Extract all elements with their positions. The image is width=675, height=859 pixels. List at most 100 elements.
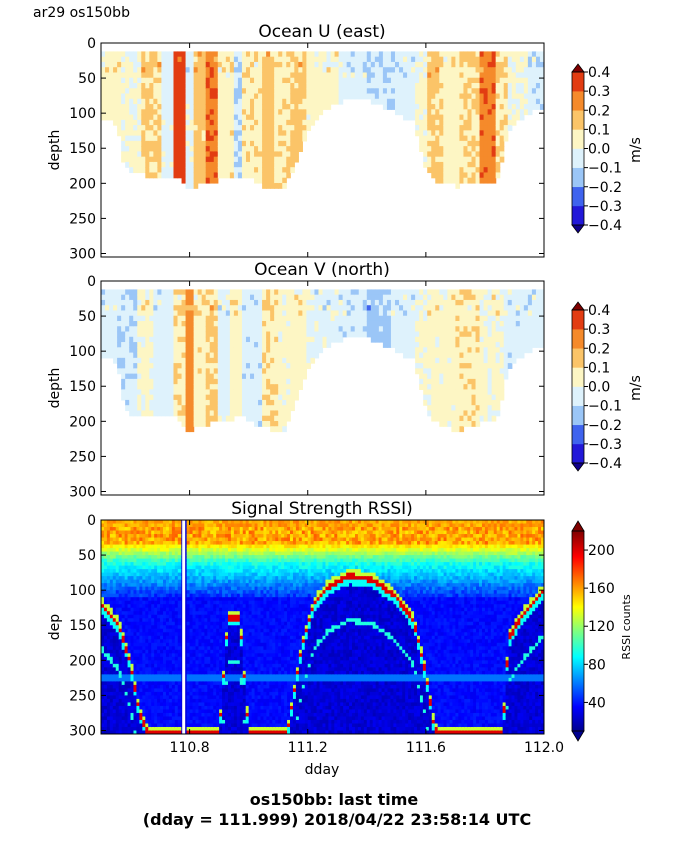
data-cell — [270, 421, 275, 427]
data-cell — [266, 332, 271, 338]
data-cell — [161, 321, 166, 327]
data-cell — [210, 368, 215, 374]
data-cell — [467, 115, 472, 121]
data-cell — [145, 410, 150, 416]
data-cell — [262, 342, 267, 348]
data-cell — [314, 295, 319, 301]
data-cell — [178, 88, 183, 94]
data-cell — [137, 167, 142, 173]
data-cell — [186, 347, 191, 353]
data-cell — [419, 379, 424, 385]
data-cell — [298, 130, 303, 136]
data-cell — [298, 78, 303, 84]
data-cell — [145, 379, 150, 385]
data-cell — [258, 51, 263, 57]
data-cell — [532, 332, 537, 338]
data-cell — [262, 321, 267, 327]
data-cell — [327, 326, 332, 332]
data-cell — [451, 151, 456, 157]
data-cell — [246, 353, 251, 359]
data-cell — [467, 130, 472, 136]
data-cell — [178, 416, 183, 422]
data-cell — [178, 300, 183, 306]
data-cell — [447, 395, 452, 401]
data-cell — [339, 289, 344, 295]
data-cell — [484, 162, 489, 168]
data-cell — [210, 167, 215, 173]
data-cell — [463, 342, 468, 348]
data-cell — [254, 400, 259, 406]
data-cell — [423, 384, 428, 390]
data-cell — [198, 295, 203, 301]
data-cell — [222, 162, 227, 168]
data-cell — [125, 151, 130, 157]
data-cell — [455, 167, 460, 173]
data-cell — [105, 115, 110, 121]
data-cell — [258, 410, 263, 416]
data-cell — [443, 384, 448, 390]
data-cell — [516, 51, 521, 57]
data-cell — [234, 316, 239, 322]
data-cell — [141, 125, 146, 131]
data-cell — [226, 316, 231, 322]
data-cell — [411, 51, 416, 57]
data-cell — [467, 300, 472, 306]
data-cell — [137, 125, 142, 131]
data-cell — [294, 384, 299, 390]
data-cell — [463, 421, 468, 427]
data-cell — [528, 88, 533, 94]
data-cell — [145, 67, 150, 73]
data-cell — [455, 120, 460, 126]
data-cell — [262, 421, 267, 427]
data-cell — [508, 88, 513, 94]
data-cell — [451, 104, 456, 110]
data-cell — [238, 136, 243, 142]
data-cell — [274, 316, 279, 322]
data-cell — [238, 99, 243, 105]
data-cell — [443, 151, 448, 157]
data-cell — [439, 162, 444, 168]
data-cell — [524, 310, 529, 316]
data-cell — [395, 57, 400, 63]
data-cell — [206, 416, 211, 422]
data-cell — [149, 337, 154, 343]
data-cell — [476, 421, 481, 427]
data-cell — [492, 389, 497, 395]
data-cell — [282, 136, 287, 142]
data-cell — [266, 358, 271, 364]
data-cell — [234, 405, 239, 411]
data-cell — [500, 104, 505, 110]
data-cell — [254, 78, 259, 84]
data-cell — [302, 72, 307, 78]
data-cell — [399, 57, 404, 63]
data-cell — [169, 410, 174, 416]
data-cell — [455, 88, 460, 94]
colorbar-tick-label: 0.1 — [588, 360, 610, 376]
data-cell — [472, 120, 477, 126]
data-cell — [451, 379, 456, 385]
data-cell — [165, 305, 170, 311]
data-cell — [210, 172, 215, 178]
data-cell — [173, 109, 178, 115]
data-cell — [496, 368, 501, 374]
y-tick-label: 50 — [78, 309, 96, 325]
data-cell — [254, 162, 259, 168]
data-cell — [254, 316, 259, 322]
data-cell — [323, 316, 328, 322]
data-cell — [266, 379, 271, 385]
data-cell — [290, 337, 295, 343]
data-cell — [157, 363, 162, 369]
data-cell — [153, 115, 158, 121]
data-cell — [294, 305, 299, 311]
data-cell — [492, 310, 497, 316]
data-cell — [137, 157, 142, 163]
data-cell — [423, 295, 428, 301]
data-cell — [161, 384, 166, 390]
data-cell — [190, 410, 195, 416]
data-cell — [137, 115, 142, 121]
data-cell — [419, 57, 424, 63]
data-cell — [246, 405, 251, 411]
data-cell — [169, 310, 174, 316]
data-cell — [496, 389, 501, 395]
data-cell — [512, 295, 517, 301]
